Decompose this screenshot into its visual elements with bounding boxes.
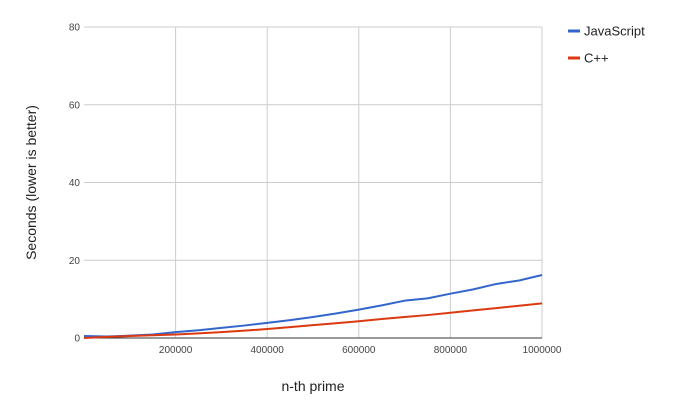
series-lines [83, 274, 543, 339]
y-tick-label: 60 [69, 100, 81, 111]
legend-label: C++ [584, 51, 609, 66]
y-tick-label: 0 [74, 334, 80, 345]
gridlines [84, 26, 543, 338]
x-axis-title: n-th prime [281, 378, 344, 394]
x-tick-label: 800000 [434, 345, 468, 356]
legend: JavaScript C++ [568, 24, 645, 66]
x-tick-label: 1000000 [523, 345, 562, 356]
tick-labels: 0 20 40 60 80 200000 400000 600000 800000 1000000 [69, 23, 562, 357]
series-line-javascript [83, 274, 543, 338]
x-tick-label: 400000 [251, 345, 285, 356]
y-tick-label: 40 [69, 178, 81, 189]
legend-label: JavaScript [584, 24, 645, 39]
y-axis-title: Seconds (lower is better) [23, 105, 39, 260]
x-tick-label: 200000 [159, 345, 193, 356]
y-tick-label: 80 [69, 23, 81, 34]
series-line-c- [83, 302, 543, 339]
x-tick-label: 600000 [342, 345, 376, 356]
y-tick-label: 20 [69, 256, 81, 267]
